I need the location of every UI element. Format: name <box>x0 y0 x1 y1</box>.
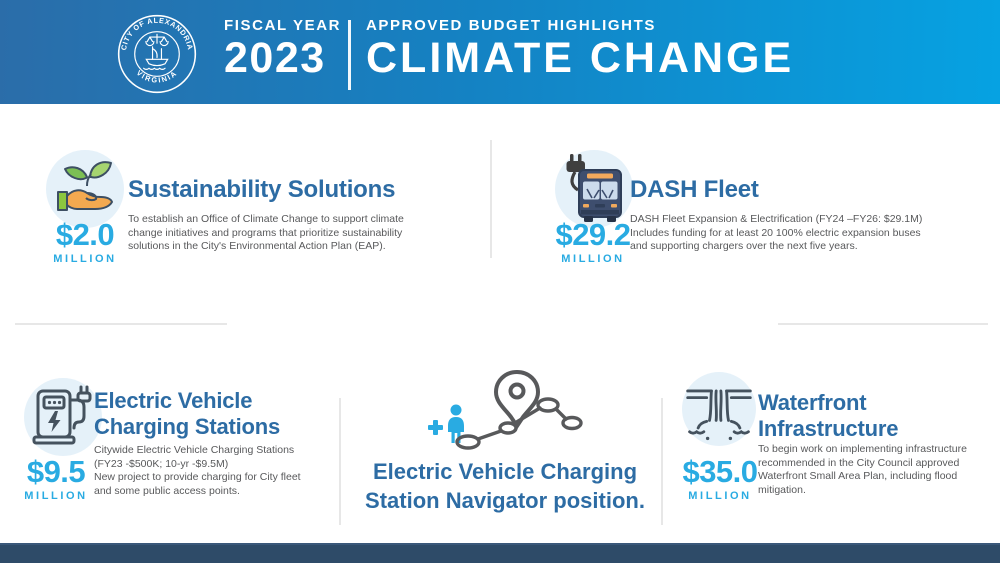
fiscal-year-value: 2023 <box>224 34 326 82</box>
amount-unit: MILLION <box>53 253 117 265</box>
amount-unit: MILLION <box>688 490 752 502</box>
amount-unit: MILLION <box>561 253 625 265</box>
footer-bar <box>0 543 1000 563</box>
header-divider <box>348 20 351 90</box>
amount-unit: MILLION <box>24 490 88 502</box>
navigator-caption: Electric Vehicle Charging Station Naviga… <box>365 459 645 514</box>
dash-fleet-icon-circle <box>555 150 633 228</box>
svg-text:VIRGINIA: VIRGINIA <box>135 68 180 84</box>
plus-person-and-route-map-pin-icon <box>428 369 583 450</box>
header-banner: CITY OF ALEXANDRIA VIRGINIA FISCAL YEAR … <box>0 0 1000 104</box>
fiscal-year-label: FISCAL YEAR <box>224 17 342 34</box>
sustainability-icon-circle <box>46 150 124 228</box>
hand-holding-plant-icon <box>57 161 113 211</box>
amount-value: $9.5 <box>26 454 86 489</box>
ev-charging-description: Citywide Electric Vehicle Charging Stati… <box>94 444 301 497</box>
top-row-vertical-divider <box>490 140 492 258</box>
amount-value: $29.2 <box>555 217 631 252</box>
ev-charging-icon-circle <box>24 378 102 456</box>
amount-value: $35.0 <box>682 454 758 489</box>
waterfront-icon-circle <box>682 372 756 446</box>
sustainability-title: Sustainability Solutions <box>128 176 396 203</box>
dash-fleet-title: DASH Fleet <box>630 176 759 203</box>
ev-charging-amount: $9.5 MILLION <box>0 456 112 502</box>
banner-title-block: APPROVED BUDGET HIGHLIGHTS CLIMATE CHANG… <box>366 17 794 80</box>
dash-fleet-description: DASH Fleet Expansion & Electrification (… <box>630 213 923 253</box>
ev-charging-station-icon <box>32 385 92 445</box>
waterfall-icon <box>686 389 752 441</box>
svg-text:CITY OF ALEXANDRIA: CITY OF ALEXANDRIA <box>119 16 195 51</box>
banner-title: CLIMATE CHANGE <box>366 34 795 82</box>
bottom-right-vertical-divider <box>661 398 663 525</box>
mid-left-horizontal-divider <box>15 323 227 325</box>
sustainability-description: To establish an Office of Climate Change… <box>128 213 404 253</box>
amount-value: $2.0 <box>55 217 115 252</box>
seal-top-text: CITY OF ALEXANDRIA <box>119 16 194 51</box>
waterfront-amount: $35.0 MILLION <box>662 456 778 502</box>
ev-charging-title: Electric Vehicle Charging Stations <box>94 388 281 439</box>
seal-scales-and-ship-art <box>143 33 169 70</box>
fiscal-year-block: FISCAL YEAR 2023 <box>224 17 341 80</box>
banner-subtitle: APPROVED BUDGET HIGHLIGHTS <box>366 17 656 34</box>
sustainability-amount: $2.0 MILLION <box>27 219 143 265</box>
waterfront-title: Waterfront Infrastructure <box>758 390 899 441</box>
mid-right-horizontal-divider <box>778 323 988 325</box>
dash-fleet-amount: $29.2 MILLION <box>533 219 653 265</box>
seal-bottom-text: VIRGINIA <box>135 68 178 84</box>
city-seal-icon: CITY OF ALEXANDRIA VIRGINIA <box>117 14 197 94</box>
waterfront-description: To begin work on implementing infrastruc… <box>758 443 967 496</box>
bottom-left-vertical-divider <box>339 398 341 525</box>
electric-bus-with-plug-icon <box>566 154 622 222</box>
